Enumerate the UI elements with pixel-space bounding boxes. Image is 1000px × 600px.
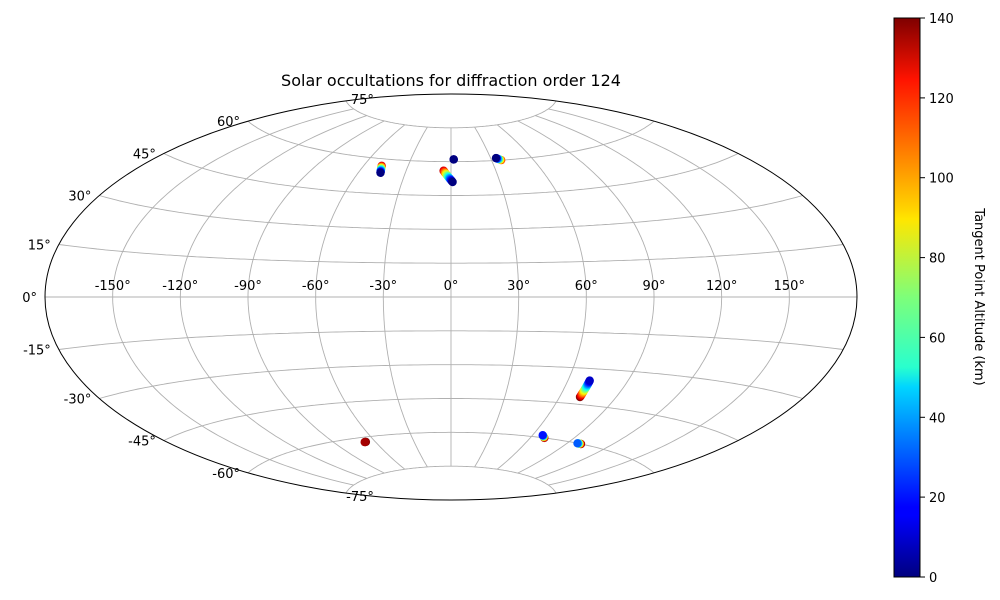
colorbar-tick-label: 60 — [929, 331, 946, 346]
meridian-line — [474, 126, 520, 468]
meridian-line — [517, 120, 655, 474]
longitude-tick-label: 90° — [642, 279, 665, 294]
latitude-tick-label: 15° — [28, 239, 51, 254]
colorbar-tick-label: 120 — [929, 92, 954, 107]
meridian-line — [315, 124, 406, 470]
longitude-tick-label: 120° — [706, 279, 737, 294]
occultation-point — [448, 177, 457, 187]
latitude-tick-label: 45° — [133, 148, 156, 163]
meridian-line — [382, 126, 428, 468]
occultation-point — [585, 376, 594, 385]
latitude-tick-label: 60° — [217, 115, 240, 130]
occultation-point — [573, 439, 582, 448]
longitude-tick-label: -30° — [369, 279, 397, 294]
meridian-line — [535, 115, 723, 479]
colorbar-ticks: 0 20 40 60 80 100 120 140 — [920, 12, 954, 586]
meridian-line — [247, 120, 385, 474]
latitude-tick-label: -45° — [128, 435, 156, 450]
occultation-point — [376, 168, 385, 177]
occultation-point — [360, 437, 369, 447]
map-boundary — [44, 93, 858, 501]
longitude-tick-label: -150° — [95, 279, 131, 294]
occultation-point — [538, 431, 547, 440]
occultation-points — [360, 153, 594, 449]
colorbar-tick-label: 20 — [929, 491, 946, 506]
latitude-tick-label: -30° — [64, 393, 92, 408]
occultation-point — [449, 155, 458, 164]
latitude-tick-label: 30° — [68, 190, 91, 205]
latitude-tick-label: -75° — [346, 490, 374, 505]
parallel-line — [345, 100, 557, 129]
latitude-tick-label: -60° — [212, 467, 240, 482]
latitude-tick-label: -15° — [23, 344, 51, 359]
longitude-tick-label: -60° — [302, 279, 330, 294]
longitude-tick-label: 0° — [444, 279, 459, 294]
parallel-line — [345, 465, 557, 494]
longitude-tick-label: -120° — [162, 279, 198, 294]
longitude-tick-label: 60° — [575, 279, 598, 294]
meridian-line — [179, 115, 367, 479]
colorbar-tick-label: 100 — [929, 172, 954, 187]
occultation-point — [491, 153, 501, 163]
meridian-line — [548, 108, 790, 486]
colorbar-tick-label: 40 — [929, 411, 946, 426]
latitude-tick-label: 0° — [22, 291, 37, 306]
longitude-tick-label: 30° — [507, 279, 530, 294]
colorbar-tick-label: 80 — [929, 252, 946, 267]
colorbar-tick-label: 0 — [929, 571, 937, 586]
meridian-line — [112, 108, 354, 486]
colorbar — [893, 17, 921, 578]
longitude-tick-label: -90° — [234, 279, 262, 294]
latitude-tick-label: 75° — [351, 93, 374, 108]
meridian-line — [496, 124, 587, 470]
colorbar-label: Tangent Point Altitude (km) — [971, 207, 986, 385]
graticule — [45, 100, 857, 494]
colorbar-tick-label: 140 — [929, 12, 954, 27]
chart-title: Solar occultations for diffraction order… — [281, 71, 621, 90]
longitude-tick-labels: -150° -120° -90° -60° -30° 0° 30° 60° 90° 120° 150… — [95, 279, 805, 294]
longitude-tick-label: 150° — [774, 279, 805, 294]
latitude-tick-labels: -75° -60° -45° -30° -15° 0° 15° 30° 45° 60° 75° — [22, 93, 374, 505]
